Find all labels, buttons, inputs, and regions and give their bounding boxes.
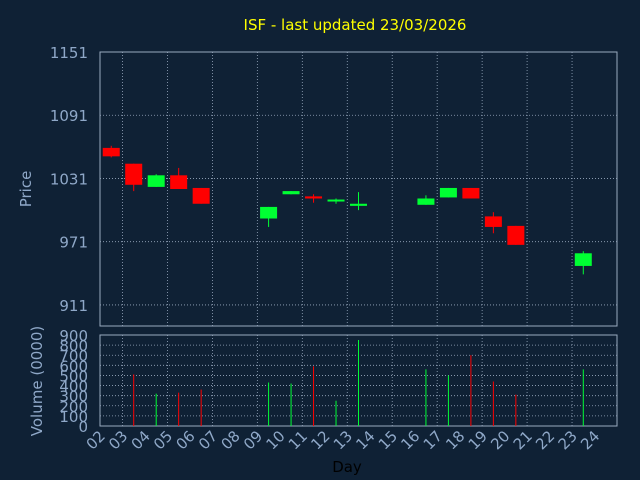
- candle-body-03: [125, 163, 143, 185]
- price-axis-label: Price: [17, 171, 35, 208]
- volume-tick-label: 500: [59, 367, 88, 385]
- candle-body-13: [350, 203, 367, 206]
- price-tick-label: 911: [59, 297, 88, 315]
- candle-body-20: [507, 225, 525, 245]
- candle-body-11: [305, 196, 323, 199]
- x-axis-label: Day: [332, 458, 362, 476]
- candle-body-19: [484, 216, 502, 227]
- price-tick-label: 971: [59, 234, 88, 252]
- candle-body-18: [462, 187, 480, 199]
- candle-body-12: [327, 199, 345, 202]
- candle-body-06: [192, 187, 210, 204]
- candle-body-09: [260, 206, 278, 219]
- candle-body-05: [170, 175, 188, 189]
- volume-tick-label: 900: [59, 327, 88, 345]
- volume-tick-label: 0: [78, 418, 88, 436]
- candle-body-17: [439, 187, 457, 198]
- volume-axis-label: Volume (0000): [28, 326, 46, 436]
- volume-tick-label: 600: [59, 357, 88, 375]
- volume-tick-label: 300: [59, 388, 88, 406]
- price-tick-label: 1151: [50, 44, 88, 62]
- candle-body-10: [282, 191, 300, 195]
- candle-body-02: [102, 147, 120, 157]
- price-tick-label: 1031: [50, 170, 88, 188]
- volume-tick-label: 400: [59, 378, 88, 396]
- chart-title: ISF - last updated 23/03/2026: [244, 16, 467, 34]
- candle-body-16: [417, 198, 435, 205]
- candle-body-23: [574, 253, 592, 266]
- x-tick-label: 24: [577, 427, 603, 453]
- candle-body-04: [147, 175, 165, 187]
- volume-tick-label: 700: [59, 347, 88, 365]
- volume-tick-label: 200: [59, 398, 88, 416]
- volume-tick-label: 800: [59, 337, 88, 355]
- volume-tick-label: 100: [59, 408, 88, 426]
- price-panel: 1151 1091 1031 971 911 Price: [17, 44, 618, 327]
- x-axis: 0203040506070809101112131415161718192021…: [83, 427, 604, 476]
- price-tick-label: 1091: [50, 107, 88, 125]
